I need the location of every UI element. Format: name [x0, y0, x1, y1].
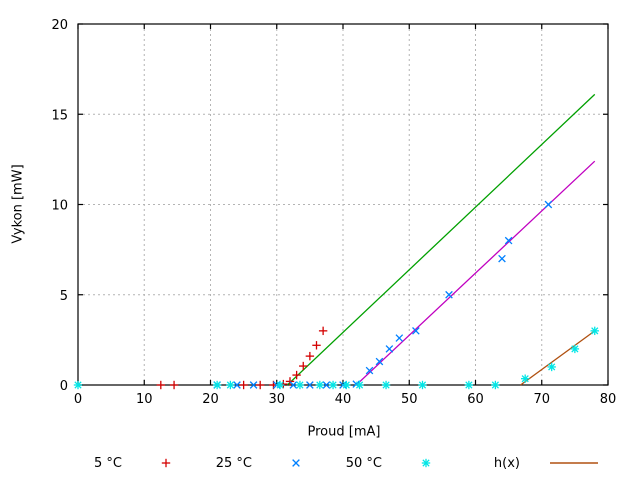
x-tick-label: 40	[335, 392, 352, 407]
x-axis-title: Proud [mA]	[308, 425, 381, 440]
legend-label: 25 °C	[216, 456, 252, 471]
y-tick-label: 5	[60, 289, 68, 304]
marker-asterisk	[213, 381, 221, 389]
fit-line	[520, 330, 596, 386]
grid-lines	[78, 24, 609, 385]
marker-asterisk	[329, 381, 337, 389]
marker-asterisk	[418, 381, 427, 389]
marker-cross	[306, 381, 314, 389]
series-plus	[156, 326, 328, 390]
marker-cross	[289, 381, 298, 389]
marker-asterisk	[342, 381, 350, 389]
y-tick-label: 15	[51, 108, 68, 123]
y-axis-tick-labels: 0 5 10 15 20	[51, 18, 68, 394]
fit-line	[286, 93, 596, 386]
x-tick-label: 80	[600, 392, 617, 407]
x-tick-label: 60	[467, 392, 484, 407]
x-tick-label: 50	[401, 392, 418, 407]
marker-asterisk	[548, 363, 556, 371]
y-axis-title: Vykon [mW]	[11, 164, 26, 243]
marker-cross	[385, 345, 394, 353]
marker-cross	[233, 381, 241, 389]
marker-asterisk	[276, 381, 284, 389]
fit-line-series	[286, 93, 596, 386]
x-tick-label: 20	[202, 392, 219, 407]
marker-cross	[292, 459, 300, 467]
marker-asterisk	[382, 381, 390, 389]
marker-cross	[445, 290, 453, 299]
y-tick-label: 20	[51, 18, 68, 33]
marker-cross	[352, 380, 361, 388]
x-tick-label: 10	[136, 392, 153, 407]
marker-asterisk	[74, 381, 82, 389]
y-tick-label: 0	[60, 379, 68, 394]
marker-asterisk	[591, 327, 599, 335]
marker-asterisk	[465, 381, 473, 389]
marker-asterisk	[422, 459, 430, 467]
marker-cross	[249, 381, 258, 389]
fit-line	[355, 160, 596, 386]
x-tick-label: 30	[268, 392, 285, 407]
x-tick-label: 70	[533, 392, 550, 407]
marker-asterisk	[355, 381, 364, 389]
legend-label: 5 °C	[94, 456, 122, 471]
series-asterisk	[73, 326, 599, 390]
marker-asterisk	[571, 345, 579, 353]
marker-cross	[504, 236, 513, 245]
marker-cross	[365, 366, 374, 375]
marker-asterisk	[521, 375, 529, 383]
marker-cross	[412, 327, 420, 335]
chart-legend: 5 °C 25 °C 50 °C h(x)	[94, 456, 598, 471]
legend-label: 50 °C	[346, 456, 382, 471]
marker-cross	[322, 381, 331, 389]
marker-cross	[498, 254, 506, 263]
x-axis-tick-labels: 0 10 20 30 40 50 60 70 80	[74, 392, 616, 407]
data-point-series	[73, 200, 599, 390]
marker-cross	[544, 200, 553, 209]
marker-asterisk	[491, 381, 499, 389]
marker-cross	[395, 334, 404, 342]
marker-asterisk	[316, 381, 324, 389]
x-tick-label: 0	[74, 392, 82, 407]
y-tick-label: 10	[51, 199, 68, 214]
marker-asterisk	[296, 381, 304, 389]
marker-cross	[375, 357, 384, 366]
marker-asterisk	[226, 381, 234, 389]
legend-label: h(x)	[494, 456, 520, 471]
